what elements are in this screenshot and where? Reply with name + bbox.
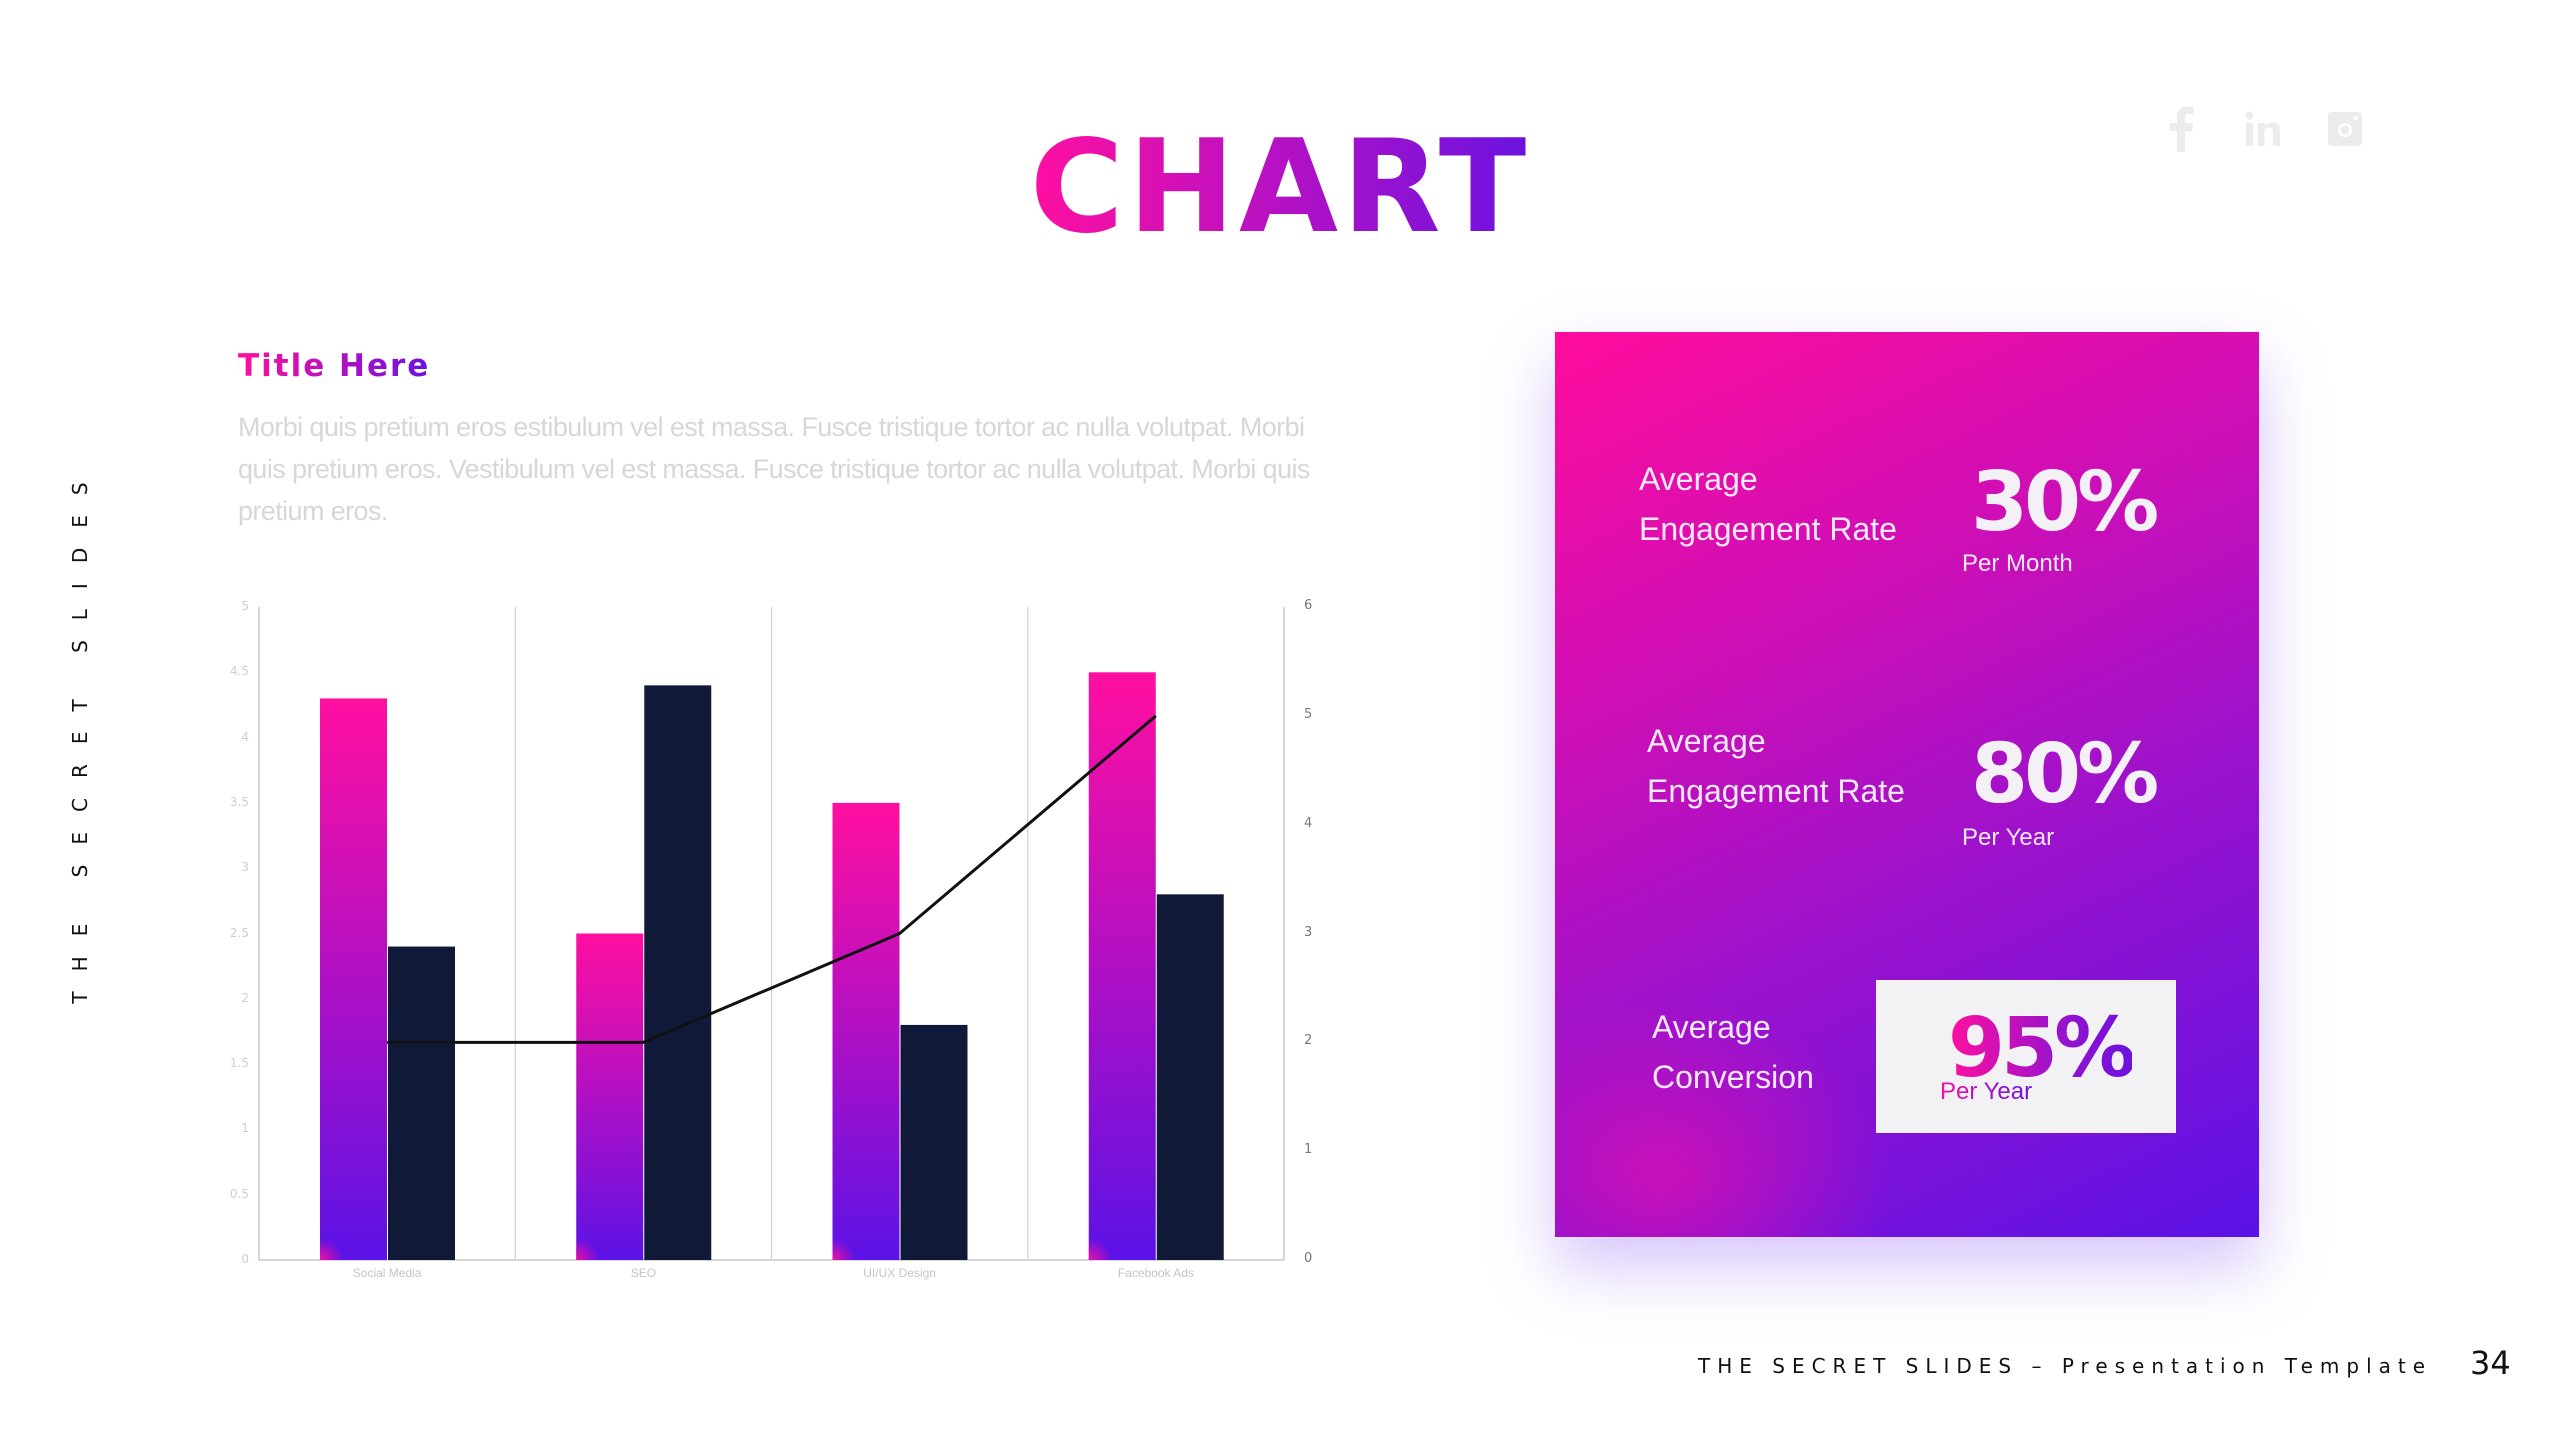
page-number: 34	[2470, 1344, 2511, 1382]
y-tick-left: 0.5	[229, 1186, 249, 1201]
x-tick-label: Social Media	[352, 1266, 422, 1280]
stat-1-label-line1: Average	[1639, 461, 1758, 497]
stat-1-label: Average Engagement Rate	[1639, 454, 1897, 554]
y-tick-right: 2	[1304, 1033, 1313, 1049]
facebook-icon[interactable]	[2160, 106, 2202, 152]
stat-1-value: 30%	[1971, 455, 2159, 550]
stat-3-label-line1: Average	[1652, 1009, 1771, 1045]
bar-series-2[interactable]	[644, 685, 712, 1260]
bar-series-2[interactable]	[900, 1024, 968, 1260]
x-tick-label: Facebook Ads	[1117, 1266, 1194, 1280]
content-subtitle-text: Title Here	[238, 348, 431, 384]
combo-chart: 0 0.5 1 1.5 2 2.5 3 3.5 4 4.5 5 0 1 2 3 4 5 6 Social Med…	[229, 598, 1313, 1280]
bar-glow	[1088, 1200, 1156, 1260]
stat-2-label-line2: Engagement Rate	[1647, 773, 1905, 809]
stat-1-label-line2: Engagement Rate	[1639, 511, 1897, 547]
chart-svg	[258, 607, 1285, 1261]
y-tick-right: 3	[1304, 924, 1313, 940]
stat-3-value: 95%	[1948, 1001, 2136, 1096]
stat-2-label-line1: Average	[1647, 723, 1766, 759]
bar-series-1[interactable]	[1088, 672, 1156, 1260]
y-tick-right: 5	[1304, 706, 1313, 722]
y-tick-right: 1	[1304, 1142, 1313, 1158]
line-series-3[interactable]	[387, 714, 1157, 1044]
slide-title-text: CHART	[1029, 113, 1531, 262]
stat-3-period: Per Year	[1940, 1078, 2033, 1105]
bar-series-2[interactable]	[1156, 894, 1224, 1260]
y-tick-left: 4	[241, 729, 249, 744]
social-icons	[2160, 106, 2366, 152]
content-subtitle: Title Here	[238, 348, 430, 384]
chart-bars	[320, 672, 1224, 1260]
stat-2-period: Per Year	[1962, 824, 2055, 851]
y-tick-left: 2	[241, 990, 249, 1005]
y-tick-left: 3.5	[229, 794, 249, 809]
y-tick-right: 4	[1304, 815, 1313, 831]
bar-glow	[832, 1200, 900, 1260]
stats-card: Average Engagement Rate 30% Per Month Av…	[1555, 332, 2259, 1237]
y-tick-left: 4.5	[229, 664, 249, 679]
stat-2-value: 80%	[1971, 727, 2159, 822]
y-tick-left: 1	[241, 1121, 249, 1136]
y-tick-left: 2.5	[229, 925, 249, 940]
stat-1-period: Per Month	[1962, 550, 2073, 577]
bar-series-1[interactable]	[320, 698, 387, 1260]
y-tick-left: 0	[241, 1252, 249, 1266]
stat-3-label: Average Conversion	[1652, 1002, 1814, 1102]
chart-line-series	[387, 714, 1157, 1044]
bar-glow	[320, 1200, 387, 1260]
y-tick-right: 0	[1304, 1251, 1313, 1266]
bar-series-2[interactable]	[388, 946, 455, 1260]
y-tick-right: 6	[1304, 598, 1313, 613]
instagram-icon[interactable]	[2324, 108, 2366, 150]
y-tick-left: 5	[241, 599, 249, 613]
bar-glow	[576, 1200, 644, 1260]
stat-3-label-line2: Conversion	[1652, 1059, 1814, 1095]
y-tick-left: 1.5	[229, 1056, 249, 1071]
bar-series-1[interactable]	[832, 802, 900, 1260]
stat-2-label: Average Engagement Rate	[1647, 716, 1905, 816]
x-tick-label: SEO	[630, 1266, 657, 1280]
x-tick-label: UI/UX Design	[863, 1266, 936, 1280]
y-tick-left: 3	[241, 860, 249, 875]
slide-title: CHART	[0, 118, 2560, 258]
linkedin-icon[interactable]	[2242, 108, 2284, 150]
stat-3-highlight-box: 95% Per Year	[1876, 980, 2176, 1133]
content-body: Morbi quis pretium eros estibulum vel es…	[238, 412, 1310, 526]
footer-text: THE SECRET SLIDES – Presentation Templat…	[1698, 1354, 2433, 1378]
